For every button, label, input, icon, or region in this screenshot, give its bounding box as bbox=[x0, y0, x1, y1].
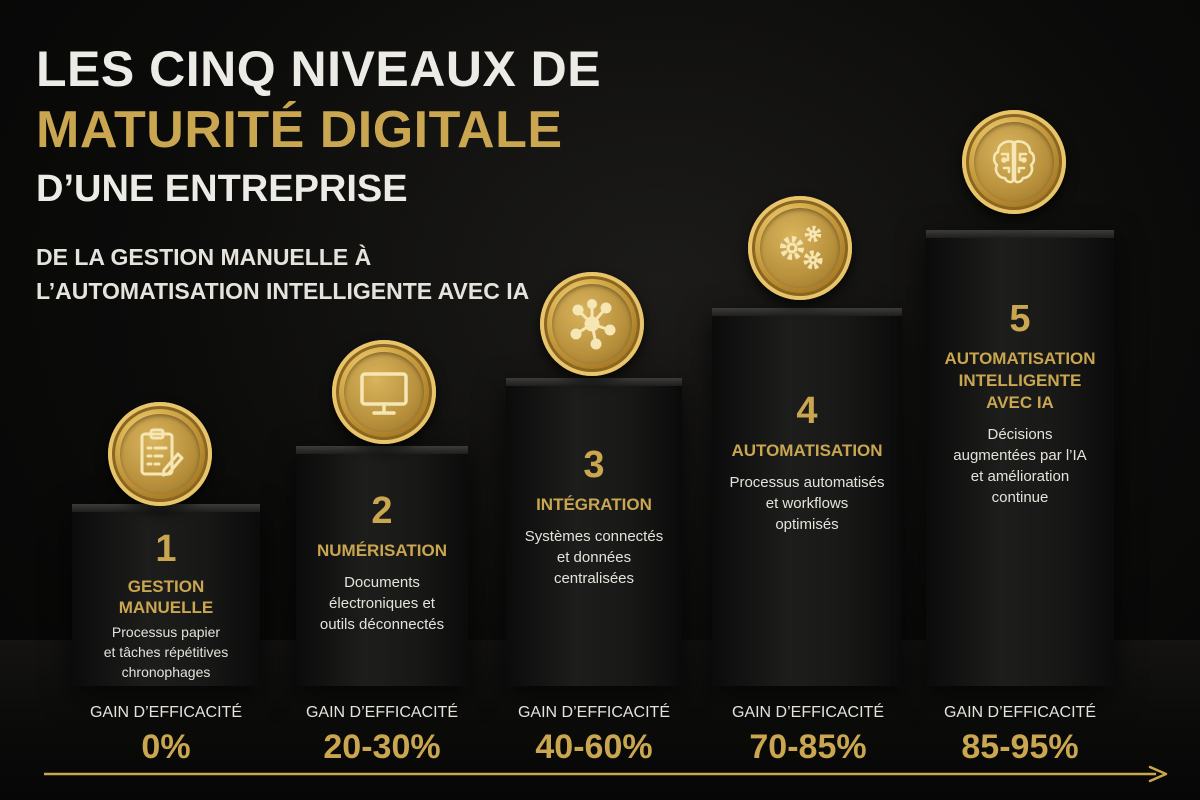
gain-value: 85-95% bbox=[961, 728, 1079, 766]
level-5-name-line: Automatisation bbox=[944, 349, 1096, 368]
level-2-desc-line: électroniques et bbox=[329, 595, 435, 612]
level-1-desc-line: chronophages bbox=[121, 664, 211, 680]
level-2-gain: Gain d’efficacité 20-30% bbox=[262, 704, 502, 767]
level-1-pedestal: 1 Gestion manuelle Processus papier et t… bbox=[72, 504, 260, 686]
level-3-desc-line: Systèmes connectés bbox=[524, 528, 664, 545]
level-4-desc-line: optimisés bbox=[775, 516, 839, 533]
level-3-gain: Gain d’efficacité 40-60% bbox=[474, 704, 714, 767]
level-2-coin bbox=[332, 340, 436, 444]
level-5-pedestal: 5 Automatisation intelligente avec IA Dé… bbox=[926, 230, 1114, 686]
gain-label: Gain d’efficacité bbox=[517, 704, 670, 721]
level-1-gain: Gain d’efficacité 0% bbox=[46, 704, 286, 767]
title-line-2: Maturité digitale bbox=[36, 101, 563, 159]
gain-value: 0% bbox=[141, 728, 191, 766]
level-3-coin bbox=[540, 272, 644, 376]
level-4-gain: Gain d’efficacité 70-85% bbox=[688, 704, 928, 767]
page-title: Les cinq niveaux de Maturité digitale d’… bbox=[36, 44, 601, 208]
level-3-name: Intégration bbox=[512, 494, 676, 516]
gain-label: Gain d’efficacité bbox=[943, 704, 1096, 721]
level-4-desc-line: Processus automatisés bbox=[729, 474, 885, 491]
level-5-number: 5 bbox=[1009, 298, 1031, 340]
gain-value: 70-85% bbox=[749, 728, 867, 766]
level-3-description: Systèmes connectés et données centralisé… bbox=[512, 526, 676, 589]
subtitle-line-1: De la gestion manuelle à bbox=[36, 244, 372, 270]
clipboard-icon bbox=[140, 428, 184, 477]
gears-icon bbox=[780, 225, 823, 270]
monitor-icon bbox=[360, 372, 408, 415]
subtitle-line-2: l’automatisation intelligente avec IA bbox=[36, 278, 530, 304]
level-5-name-line: intelligente bbox=[958, 371, 1082, 390]
level-5-desc-line: et amélioration bbox=[970, 468, 1070, 485]
level-3-desc-line: centralisées bbox=[553, 570, 635, 587]
gain-label: Gain d’efficacité bbox=[89, 704, 242, 721]
level-4-pedestal: 4 Automatisation Processus automatisés e… bbox=[712, 308, 902, 686]
level-2-name-line: Numérisation bbox=[316, 541, 447, 560]
level-1-coin bbox=[108, 402, 212, 506]
brain-icon bbox=[992, 140, 1036, 184]
level-3-name-line: Intégration bbox=[536, 495, 652, 514]
level-4-description: Processus automatisés et workflows optim… bbox=[718, 472, 896, 535]
level-1-desc-line: Processus papier bbox=[111, 624, 221, 640]
level-2-name: Numérisation bbox=[302, 540, 462, 562]
level-5-coin bbox=[962, 110, 1066, 214]
level-4-coin bbox=[748, 196, 852, 300]
gain-value: 20-30% bbox=[323, 728, 441, 766]
level-3-pedestal: 3 Intégration Systèmes connectés et donn… bbox=[506, 378, 682, 686]
gain-value: 40-60% bbox=[535, 728, 653, 766]
level-1-name: Gestion manuelle bbox=[78, 576, 254, 618]
title-line-1: Les cinq niveaux de bbox=[36, 41, 602, 97]
gain-label: Gain d’efficacité bbox=[731, 704, 884, 721]
level-4-desc-line: et workflows bbox=[765, 495, 849, 512]
level-4-number: 4 bbox=[796, 390, 818, 432]
level-5-desc-line: continue bbox=[991, 489, 1049, 506]
gain-label: Gain d’efficacité bbox=[305, 704, 458, 721]
level-5-desc-line: Décisions bbox=[987, 426, 1053, 443]
level-4-name-line: Automatisation bbox=[731, 441, 883, 460]
level-5-name-line: avec IA bbox=[986, 393, 1054, 412]
page-subtitle: De la gestion manuelle à l’automatisatio… bbox=[36, 240, 529, 308]
level-1-name-line: Gestion bbox=[127, 577, 205, 596]
title-line-3: d’une entreprise bbox=[36, 168, 408, 210]
level-1-number: 1 bbox=[155, 528, 177, 570]
level-3-number: 3 bbox=[583, 444, 605, 486]
level-5-name: Automatisation intelligente avec IA bbox=[932, 348, 1108, 414]
level-5-description: Décisions augmentées par l’IA et amélior… bbox=[932, 424, 1108, 508]
level-3-desc-line: et données bbox=[556, 549, 632, 566]
level-2-desc-line: outils déconnectés bbox=[319, 616, 445, 633]
network-icon bbox=[570, 299, 616, 350]
level-1-description: Processus papier et tâches répétitives c… bbox=[78, 622, 254, 682]
level-4-name: Automatisation bbox=[718, 440, 896, 462]
level-1-desc-line: et tâches répétitives bbox=[103, 644, 229, 660]
level-1-name-line: manuelle bbox=[118, 598, 214, 617]
level-2-number: 2 bbox=[371, 490, 393, 532]
level-5-gain: Gain d’efficacité 85-95% bbox=[900, 704, 1140, 767]
level-5-desc-line: augmentées par l’IA bbox=[953, 447, 1087, 464]
level-2-pedestal: 2 Numérisation Documents électroniques e… bbox=[296, 446, 468, 686]
level-2-description: Documents électroniques et outils déconn… bbox=[302, 572, 462, 635]
progress-arrow bbox=[44, 765, 1168, 783]
level-2-desc-line: Documents bbox=[344, 574, 420, 591]
